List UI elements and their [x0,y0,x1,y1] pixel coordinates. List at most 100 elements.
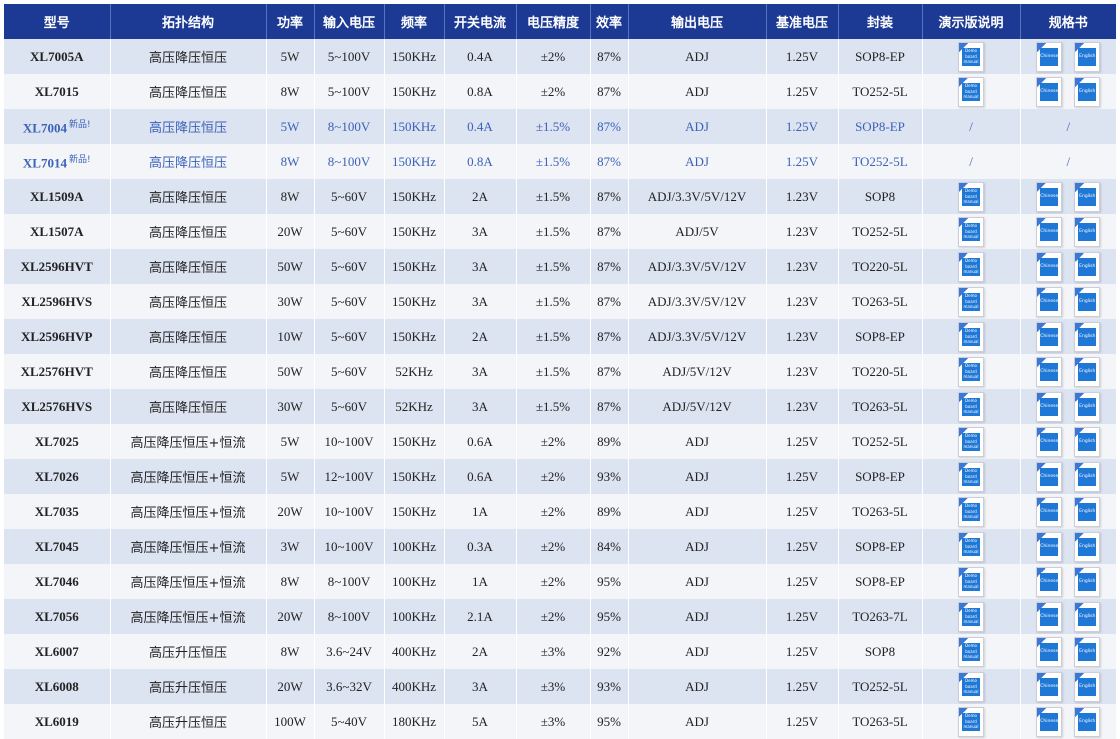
demo-board-manual-icon[interactable]: Demo board manual [958,181,984,212]
chinese-datasheet-icon[interactable]: Chinese [1036,461,1063,492]
chinese-datasheet-icon[interactable]: Chinese [1036,76,1063,107]
table-body: XL7005A 高压降压恒压 5W 5~100V 150KHz 0.4A ±2% 87% ADJ… [4,39,1116,739]
chinese-datasheet-icon[interactable]: Chinese [1036,706,1063,737]
english-datasheet-icon[interactable]: English [1074,286,1101,317]
demo-label-line: Demo [965,223,977,229]
topology-text: 高压降压恒压 [148,191,227,206]
english-datasheet-icon[interactable]: English [1074,566,1101,597]
demo-label-line: manual [963,584,979,590]
model-text: XL7045 [34,538,79,554]
demo-board-manual-icon[interactable]: Demo board manual [958,706,984,737]
demo-board-manual-icon[interactable]: Demo board manual [958,566,984,597]
model-cell: XL2576HVS [4,389,111,424]
package-text: SOP8-EP [855,468,905,484]
chinese-datasheet-icon[interactable]: Chinese [1036,41,1063,72]
chinese-datasheet-icon[interactable]: Chinese [1036,216,1063,247]
english-datasheet-icon[interactable]: English [1074,671,1101,702]
voltage-accuracy-cell: ±2% [516,424,591,459]
voltage-accuracy-cell: ±1.5% [516,109,591,144]
chinese-datasheet-icon[interactable]: Chinese [1036,636,1063,667]
english-label: English [1078,82,1097,101]
chinese-datasheet-icon[interactable]: Chinese [1036,671,1063,702]
english-datasheet-icon[interactable]: English [1074,41,1101,72]
english-datasheet-icon[interactable]: English [1074,706,1101,737]
demo-board-cell: Demo board manual [922,354,1021,389]
efficiency-cell: 95% [590,704,629,739]
package-cell: SOP8-EP [838,109,923,144]
english-datasheet-icon[interactable]: English [1074,76,1101,107]
reference-voltage-cell: 1.23V [766,354,839,389]
english-datasheet-icon[interactable]: English [1074,251,1101,282]
chinese-datasheet-icon[interactable]: Chinese [1036,566,1063,597]
english-datasheet-icon[interactable]: English [1074,461,1101,492]
demo-label-line: Demo [965,713,977,719]
demo-board-manual-icon[interactable]: Demo board manual [958,636,984,667]
demo-board-manual-icon[interactable]: Demo board manual [958,286,984,317]
english-datasheet-icon[interactable]: English [1074,216,1101,247]
chinese-label: Chinese [1040,642,1059,661]
chinese-datasheet-icon[interactable]: Chinese [1036,391,1063,422]
reference-voltage-cell: 1.23V [766,389,839,424]
chinese-datasheet-icon[interactable]: Chinese [1036,286,1063,317]
topology-cell: 高压降压恒压 [110,284,267,319]
english-datasheet-icon[interactable]: English [1074,426,1101,457]
chinese-datasheet-icon[interactable]: Chinese [1036,321,1063,352]
demo-board-manual-icon[interactable]: Demo board manual [958,391,984,422]
chinese-datasheet-icon[interactable]: Chinese [1036,426,1063,457]
demo-board-manual-icon[interactable]: Demo board manual [958,216,984,247]
demo-board-cell: Demo board manual [922,529,1021,564]
demo-board-cell: Demo board manual [922,389,1021,424]
chinese-datasheet-icon[interactable]: Chinese [1036,356,1063,387]
demo-board-manual-icon[interactable]: Demo board manual [958,671,984,702]
demo-board-manual-icon[interactable]: Demo board manual [958,76,984,107]
input-voltage-text: 5~60V [331,293,367,309]
model-cell: XL7004 新品! [4,109,111,144]
chinese-datasheet-icon[interactable]: Chinese [1036,181,1063,212]
demo-label-line: manual [963,689,979,695]
demo-board-manual-icon[interactable]: Demo board manual [958,426,984,457]
topology-text: 高压升压恒压 [148,646,227,661]
english-datasheet-icon[interactable]: English [1074,496,1101,527]
chinese-datasheet-icon[interactable]: Chinese [1036,601,1063,632]
frequency-text: 100KHz [391,538,437,554]
english-datasheet-icon[interactable]: English [1074,636,1101,667]
demo-board-manual-icon[interactable]: Demo board manual [958,601,984,632]
package-text: TO252-5L [852,223,908,239]
output-voltage-text: ADJ [685,573,709,589]
english-datasheet-icon[interactable]: English [1074,391,1101,422]
input-voltage-text: 5~40V [331,713,367,729]
chinese-datasheet-icon[interactable]: Chinese [1036,251,1063,282]
output-voltage-cell: ADJ [628,109,767,144]
model-text: XL7004 [22,120,67,136]
demo-board-manual-icon[interactable]: Demo board manual [958,531,984,562]
package-cell: SOP8 [838,634,923,669]
power-text: 50W [277,258,303,274]
switch-current-text: 3A [472,223,488,239]
power-text: 8W [280,188,300,204]
english-datasheet-icon[interactable]: English [1074,321,1101,352]
demo-board-cell: Demo board manual [922,249,1021,284]
demo-label-line: manual [963,724,979,730]
demo-board-manual-icon[interactable]: Demo board manual [958,41,984,72]
demo-board-manual-icon[interactable]: Demo board manual [958,461,984,492]
demo-board-manual-icon[interactable]: Demo board manual [958,356,984,387]
efficiency-text: 87% [597,153,621,169]
voltage-accuracy-cell: ±1.5% [516,144,591,179]
english-datasheet-icon[interactable]: English [1074,356,1101,387]
chinese-label: Chinese [1040,677,1059,696]
switch-current-cell: 3A [444,669,517,704]
english-datasheet-icon[interactable]: English [1074,181,1101,212]
demo-board-manual-icon[interactable]: Demo board manual [958,251,984,282]
reference-voltage-text: 1.23V [785,188,819,204]
demo-board-manual-icon[interactable]: Demo board manual [958,496,984,527]
chinese-datasheet-icon[interactable]: Chinese [1036,496,1063,527]
english-datasheet-icon[interactable]: English [1074,531,1101,562]
switch-current-text: 0.4A [467,48,493,64]
demo-label-line: manual [963,304,979,310]
input-voltage-text: 3.6~24V [326,643,372,659]
demo-board-manual-icon[interactable]: Demo board manual [958,321,984,352]
english-datasheet-icon[interactable]: English [1074,601,1101,632]
chinese-datasheet-icon[interactable]: Chinese [1036,531,1063,562]
power-text: 5W [280,118,300,134]
reference-voltage-text: 1.25V [785,118,819,134]
